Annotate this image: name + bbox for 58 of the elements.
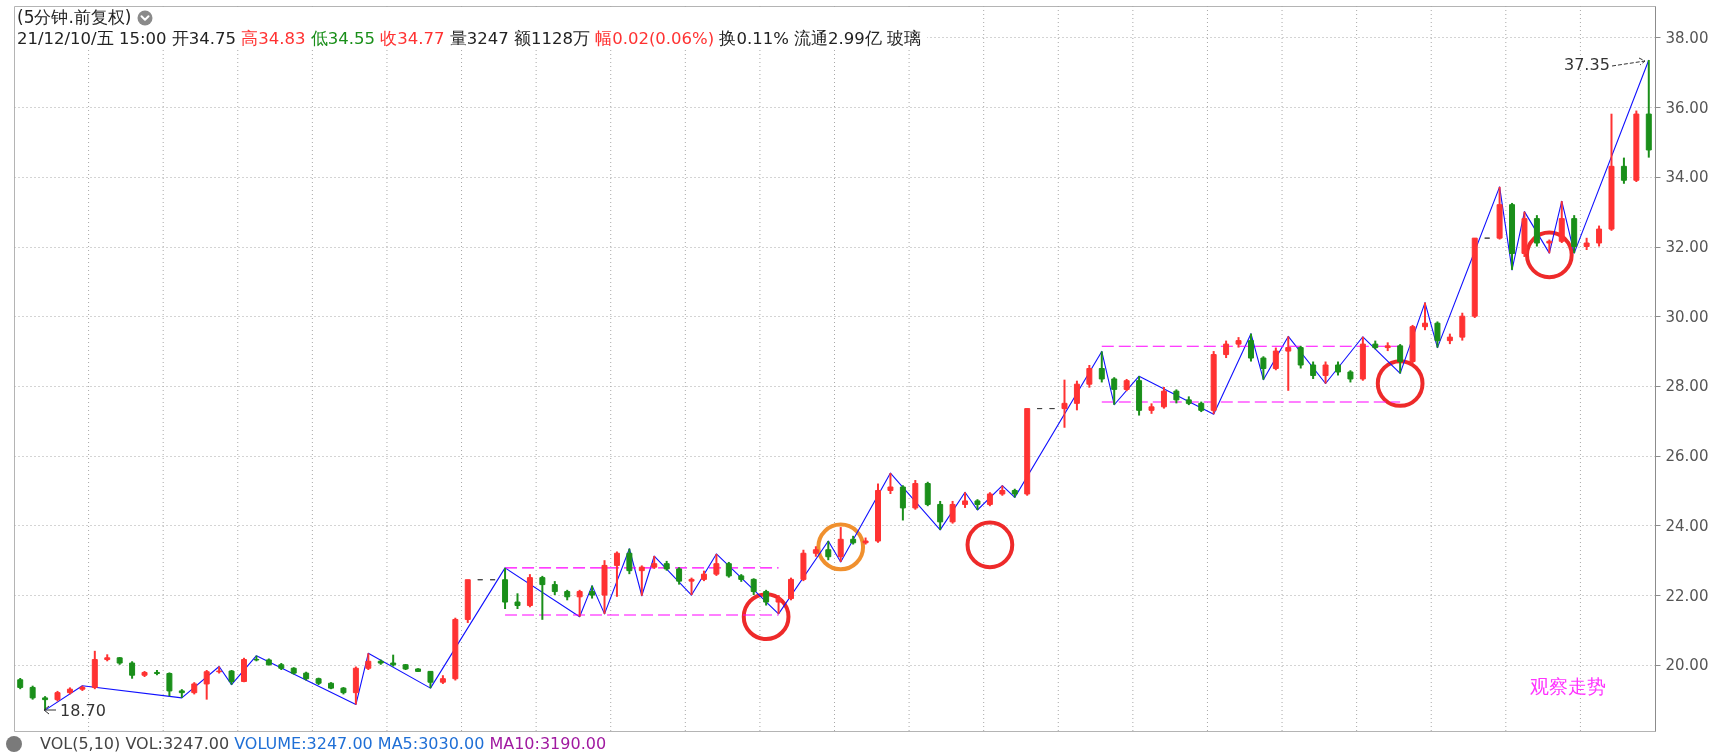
candlestick [1558, 200, 1565, 245]
y-tick-label: 30.00 [1665, 307, 1709, 326]
y-tick-label: 24.00 [1665, 516, 1709, 535]
annotation: 37.35 [1564, 55, 1610, 74]
y-tick-label: 32.00 [1665, 238, 1709, 256]
annotation: 18.70 [60, 701, 106, 720]
candlestick [937, 499, 944, 531]
y-tick-label: 26.00 [1665, 447, 1709, 466]
candlestick [899, 484, 906, 522]
text: VOL(5,10) VOL:3247.00 VOLUME:3247.00 MA5:3030.00 MA10:3190.00 [40, 734, 607, 753]
candlestick [576, 588, 583, 618]
point [1375, 359, 1425, 408]
candlestick [613, 550, 620, 598]
candlestick [203, 669, 210, 701]
candlestick [502, 566, 509, 610]
candlestick [949, 499, 956, 525]
candlestick [924, 480, 931, 508]
candlestick [1459, 311, 1466, 342]
candlestick [1297, 344, 1304, 370]
candlestick [1422, 301, 1428, 332]
point [965, 520, 1015, 570]
y-tick-label: 34.00 [1665, 168, 1709, 187]
candlestick [1098, 350, 1105, 384]
candlestick [1160, 385, 1167, 410]
candlestick [1620, 156, 1627, 185]
y-tick-label: 22.00 [1665, 586, 1709, 605]
candlestick [1272, 346, 1279, 372]
chart-title: (5分钟.前复权) [17, 7, 132, 28]
candlestick [1285, 335, 1292, 392]
text: 21/12/10/五 15:00 开34.75 高34.83 低34.55 收34.77 量3247 额1128万 幅0.02(0.06%) 换0.11% 流通2.99亿 玻璃 [17, 29, 922, 48]
candlestick [1247, 332, 1254, 363]
candlestick [837, 526, 844, 563]
point [741, 592, 791, 641]
candlestick [1073, 379, 1080, 412]
candlestick [1061, 378, 1068, 429]
y-tick-label: 38.00 [1665, 28, 1709, 47]
candlestick [626, 547, 633, 576]
candlestick [539, 574, 546, 621]
candlestick [713, 552, 720, 577]
candlestick [825, 540, 832, 562]
candlestick [1111, 376, 1118, 406]
candlestick [788, 576, 794, 602]
y-tick-label: 36.00 [1665, 98, 1709, 117]
candlestick [241, 656, 247, 684]
candlestick [1086, 364, 1093, 389]
candlestick [1434, 320, 1441, 349]
candlestick [1260, 355, 1267, 381]
y-tick-label: 20.00 [1665, 656, 1709, 675]
candlestick [1322, 360, 1329, 385]
candlestick [1596, 224, 1603, 248]
candlestick [1397, 343, 1404, 375]
candlestick [166, 671, 173, 698]
candlestick [638, 564, 645, 597]
annotation: 观察走势 [1530, 675, 1606, 697]
y-tick-label: 28.00 [1665, 377, 1709, 396]
candlestick [775, 594, 782, 615]
candlestick [887, 472, 894, 495]
point [816, 522, 866, 572]
